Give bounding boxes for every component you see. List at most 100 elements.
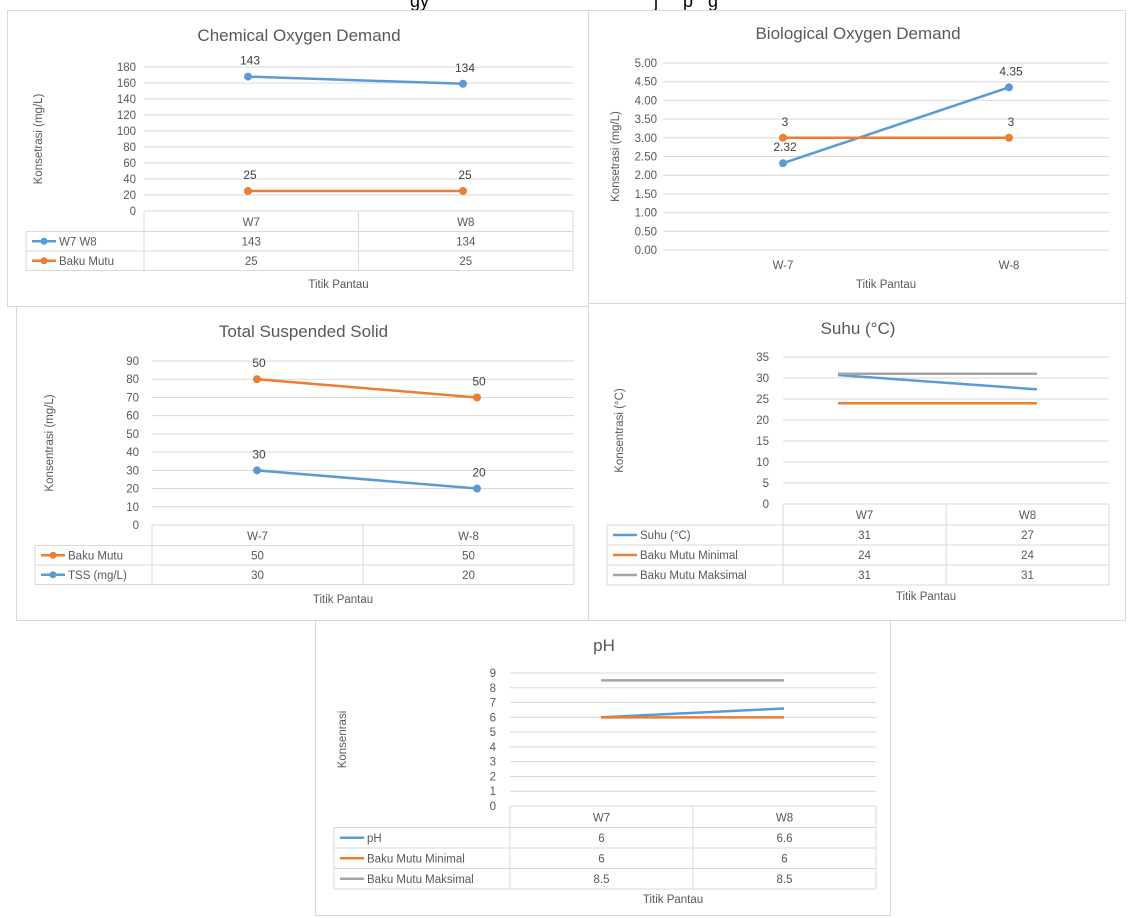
ph-legend-label: Baku Mutu Minimal (367, 853, 465, 865)
bod-data-label: 4.35 (999, 64, 1023, 78)
suhu-legend-label: Suhu (°C) (640, 530, 691, 542)
page-caption-fragment: gy j p g (409, 0, 719, 11)
cod-y-tick-label: 60 (123, 158, 136, 170)
cod-legend-marker (40, 257, 48, 265)
ph-y-axis-title: Konsenrasi (337, 711, 349, 769)
tss-table-cell: 50 (462, 550, 475, 562)
tss-data-label: 30 (252, 447, 266, 461)
ph-y-tick-label: 0 (490, 801, 496, 813)
bod-data-label: 3 (1008, 115, 1015, 129)
tss-chart-title: Total Suspended Solid (219, 322, 388, 341)
ph-table-cell: 6 (598, 853, 604, 865)
cod-table-cell: 134 (456, 236, 476, 248)
ph-category-label: W8 (776, 812, 793, 824)
tss-chart: Total Suspended Solid 0 10 20 30 40 50 60 70 80 90… (34, 322, 575, 606)
tss-y-tick-label: 60 (126, 411, 139, 423)
tss-legend-marker (49, 571, 57, 579)
tss-legend-label: Baku Mutu (68, 550, 123, 562)
tss-legend-label: TSS (mg/L) (68, 570, 127, 582)
cod-y-tick-label: 140 (117, 94, 136, 106)
ph-y-tick-label: 4 (490, 742, 497, 754)
tss-legend-marker (49, 551, 57, 559)
cod-x-axis-title: Titik Pantau (308, 279, 368, 291)
bod-data-label: 2.32 (773, 140, 797, 154)
bod-y-tick-label: 1.50 (635, 189, 657, 201)
ph-x-axis-title: Titik Pantau (643, 894, 703, 906)
bod-y-tick-label: 4.00 (635, 95, 657, 107)
tss-y-tick-label: 10 (126, 502, 139, 514)
ph-table-cell: 6 (781, 853, 787, 865)
bod-data-point (1005, 133, 1013, 142)
suhu-x-axis-title: Titik Pantau (896, 591, 956, 603)
tss-table-cell: 50 (251, 550, 264, 562)
suhu-table-cell: 31 (858, 570, 871, 582)
cod-chart-title: Chemical Oxygen Demand (197, 26, 400, 45)
ph-y-tick-label: 7 (490, 698, 496, 710)
suhu-y-tick-label: 0 (763, 499, 769, 511)
ph-y-tick-label: 6 (490, 712, 496, 724)
cod-chart-panel: Chemical Oxygen Demand 0 20 40 60 80 100 120 140… (7, 10, 589, 307)
tss-y-tick-label: 0 (133, 520, 139, 532)
tss-data-label: 50 (472, 374, 486, 388)
suhu-category-label: W8 (1019, 510, 1036, 522)
tss-data-point (473, 484, 481, 493)
ph-y-tick-label: 1 (490, 786, 496, 798)
cod-y-tick-label: 160 (117, 78, 136, 90)
suhu-y-tick-label: 30 (756, 373, 769, 385)
bod-data-point (779, 133, 787, 142)
bod-category-label: W-7 (773, 260, 794, 272)
bod-y-tick-label: 4.50 (635, 77, 657, 89)
tss-y-tick-label: 80 (126, 374, 139, 386)
bod-chart-panel: Biological Oxygen Demand 0.00 0.50 1.00 1.50… (588, 10, 1126, 305)
cod-data-label: 143 (240, 54, 260, 68)
cod-table-cell: 25 (459, 256, 472, 268)
ph-table-cell: 8.5 (777, 874, 793, 886)
cod-y-tick-label: 20 (123, 190, 136, 202)
ph-y-tick-label: 5 (490, 727, 496, 739)
cod-legend-marker (40, 237, 48, 245)
suhu-y-tick-label: 10 (756, 457, 769, 469)
tss-y-tick-label: 40 (126, 447, 139, 459)
ph-y-tick-label: 2 (490, 771, 496, 783)
cod-y-tick-label: 100 (117, 126, 136, 138)
suhu-chart: Suhu (°C) 0 5 10 15 20 25 30 35 Konsentrasi (°C) W… (606, 319, 1110, 603)
ph-y-tick-label: 8 (490, 683, 496, 695)
bod-y-axis-title: Konsetrasi (mg/L) (610, 111, 622, 202)
bod-data-point (1005, 83, 1013, 92)
tss-y-tick-label: 50 (126, 429, 139, 441)
bod-y-tick-label: 0.00 (635, 245, 657, 257)
tss-data-label: 20 (472, 466, 486, 480)
bod-y-tick-label: 2.00 (635, 170, 657, 182)
bod-y-tick-label: 2.50 (635, 152, 657, 164)
ph-table-cell: 8.5 (594, 874, 610, 886)
tss-series-line-2 (256, 469, 478, 490)
ph-category-label: W7 (593, 812, 610, 824)
bod-y-tick-label: 5.00 (635, 58, 657, 70)
ph-y-tick-label: 9 (490, 668, 496, 680)
tss-table-cell: 30 (251, 570, 264, 582)
suhu-table-cell: 31 (858, 530, 871, 542)
suhu-table-cell: 24 (1021, 550, 1034, 562)
cod-data-point (459, 187, 467, 195)
suhu-legend-label: Baku Mutu Minimal (640, 550, 738, 562)
cod-series-line-1 (247, 75, 464, 86)
tss-data-label: 50 (252, 356, 266, 370)
ph-chart-panel: pH 0 1 2 3 4 5 6 7 8 9 Konsenrasi W7 W8 pH 6 6.6 Baku Mut… (315, 620, 891, 916)
tss-y-axis-title: Konsentrasi (mg/L) (44, 394, 56, 491)
bod-category-label: W-8 (999, 260, 1020, 272)
tss-series-line-1 (256, 377, 478, 399)
suhu-y-tick-label: 5 (763, 478, 769, 490)
tss-data-point (253, 375, 261, 384)
tss-data-point (253, 466, 261, 475)
tss-category-label: W-8 (458, 531, 479, 543)
cod-legend-label: W7 W8 (59, 236, 97, 248)
bod-y-tick-label: 3.00 (635, 133, 657, 145)
tss-x-axis-title: Titik Pantau (313, 594, 373, 606)
cod-table-cell: 25 (245, 256, 258, 268)
cod-y-tick-label: 80 (123, 142, 136, 154)
bod-data-point (779, 159, 787, 168)
suhu-table-cell: 31 (1021, 570, 1034, 582)
bod-y-tick-label: 1.00 (635, 208, 657, 220)
cod-y-tick-label: 120 (117, 110, 136, 122)
ph-table-cell: 6.6 (777, 833, 793, 845)
